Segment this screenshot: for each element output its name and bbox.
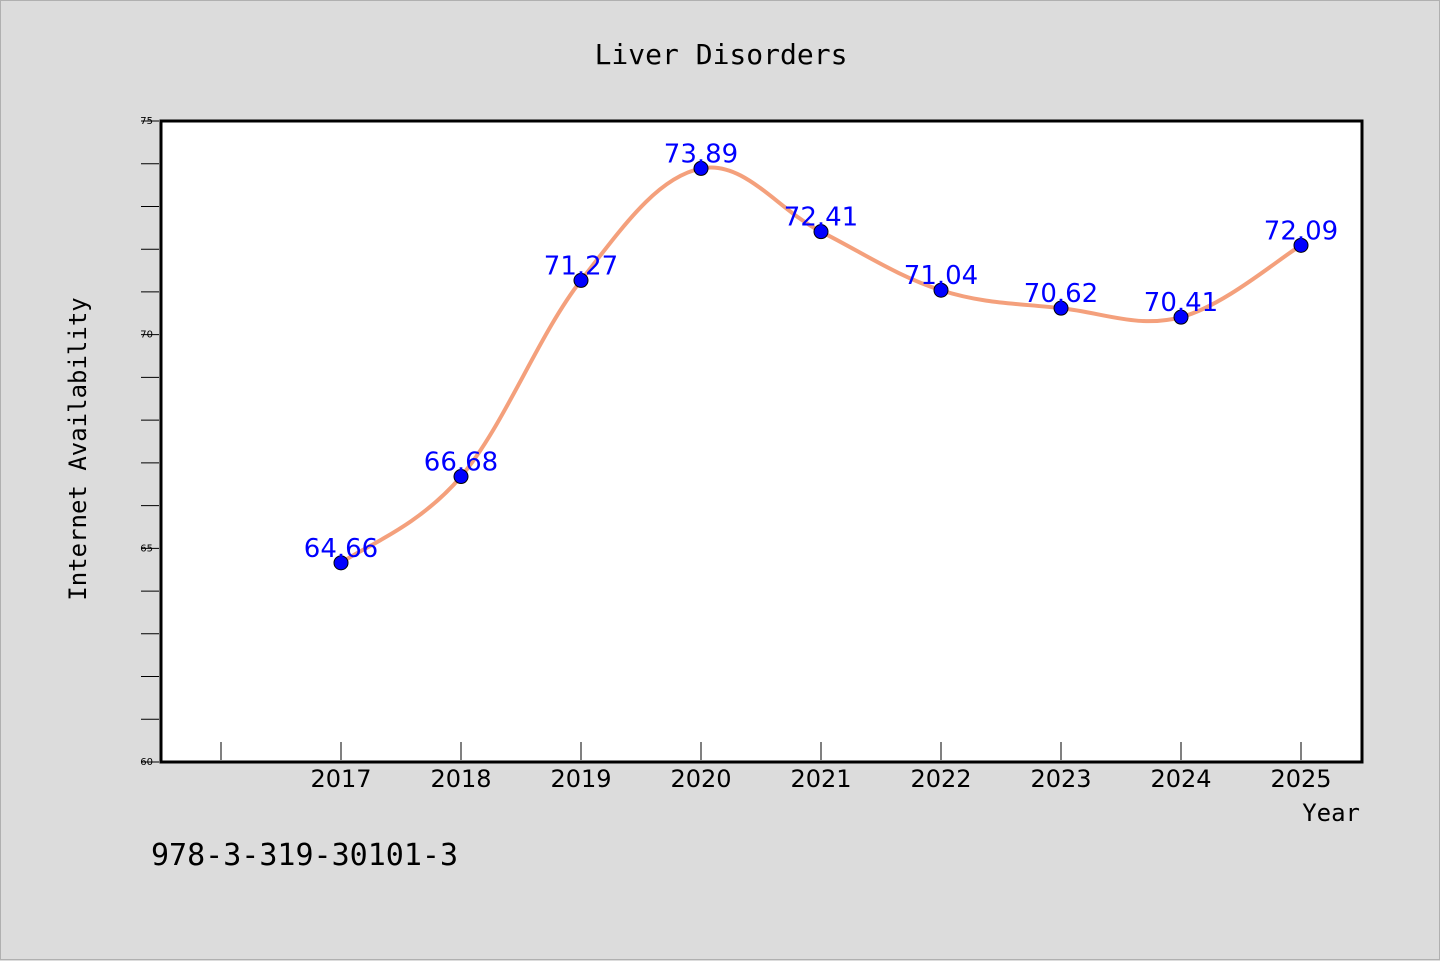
data-label: 71.27 <box>544 251 618 281</box>
x-tick-label: 2022 <box>910 765 971 793</box>
x-axis: 2017 2018 2019 2020 2021 2022 2023 2024 2025 <box>220 742 1332 793</box>
y-tick-label: 75 <box>140 116 153 127</box>
x-tick-label: 2024 <box>1150 765 1211 793</box>
x-tick-label: 2025 <box>1270 765 1331 793</box>
series-line-group: 64.66 66.68 71.27 73.89 72.41 71.04 70.62 70.41… <box>304 139 1338 571</box>
data-point <box>933 282 949 298</box>
x-tick-label: 2023 <box>1030 765 1091 793</box>
footer-code: 978-3-319-30101-3 <box>151 838 458 873</box>
x-tick-label: 2020 <box>670 765 731 793</box>
series-line <box>339 165 1303 565</box>
data-label: 71.04 <box>904 261 978 291</box>
data-label: 66.68 <box>424 448 498 478</box>
data-point <box>693 160 709 176</box>
data-label: 72.41 <box>784 203 858 233</box>
y-tick-label: 65 <box>140 543 153 554</box>
data-label: 70.41 <box>1144 288 1218 318</box>
plot-area <box>159 119 1364 764</box>
x-axis-label: Year <box>1302 799 1360 827</box>
x-tick-label: 2017 <box>310 765 371 793</box>
data-point <box>1293 237 1309 253</box>
data-label: 70.62 <box>1024 279 1098 309</box>
data-point <box>333 555 349 571</box>
data-label: 64.66 <box>304 534 378 564</box>
y-axis: 60 65 70 75 <box>140 116 159 768</box>
data-point <box>573 272 589 288</box>
data-point <box>453 469 469 485</box>
x-tick-label: 2021 <box>790 765 851 793</box>
y-tick-label: 60 <box>140 757 153 768</box>
x-tick-label: 2018 <box>430 765 491 793</box>
data-point <box>1173 309 1189 325</box>
data-label: 73.89 <box>664 139 738 169</box>
data-point <box>813 224 829 240</box>
chart-title: Liver Disorders <box>595 38 848 71</box>
data-point <box>1053 300 1069 316</box>
x-tick-label: 2019 <box>550 765 611 793</box>
y-axis-label: Internet Availability <box>64 297 92 600</box>
data-label: 72.09 <box>1264 216 1338 246</box>
y-tick-label: 70 <box>140 330 153 341</box>
